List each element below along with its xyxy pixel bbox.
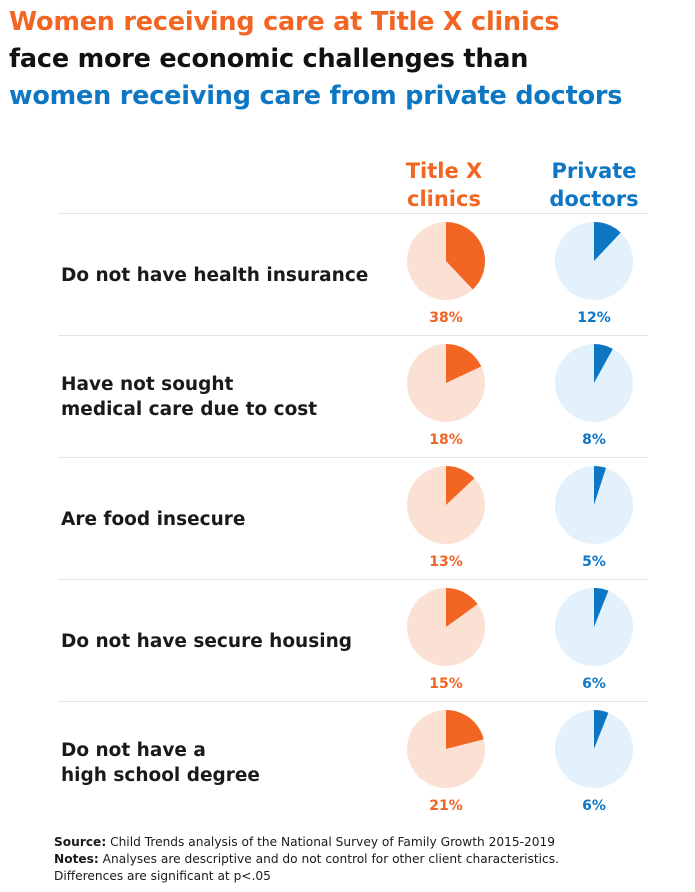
private-doctors-percent-label: 5% xyxy=(582,554,606,570)
private-doctors-pie xyxy=(555,588,633,666)
column-header-title-x: Title X clinics xyxy=(405,159,483,211)
title-x-pie-slice xyxy=(446,222,486,290)
title-x-percent-label: 13% xyxy=(429,554,463,570)
title-x-pie-container xyxy=(406,709,486,789)
notes-line-2: Differences are significant at p<.05 xyxy=(54,869,271,883)
source-note: Source: Child Trends analysis of the Nat… xyxy=(54,834,684,851)
private-doctors-pie xyxy=(555,222,633,300)
row-label: Do not have a high school degree xyxy=(61,740,260,786)
chart-row: Do not have health insurance 38% 12% xyxy=(58,213,648,336)
title-x-pie xyxy=(407,466,485,544)
footer: Source: Child Trends analysis of the Nat… xyxy=(54,834,684,885)
chart-row: Do not have secure housing 15% 6% xyxy=(58,579,648,702)
private-doctors-pie xyxy=(555,710,633,788)
row-label: Do not have secure housing xyxy=(61,630,352,652)
chart-row: Do not have a high school degree 21% 6% xyxy=(58,701,648,824)
private-doctors-pie-container xyxy=(554,343,634,423)
title-x-pie-container xyxy=(406,587,486,667)
private-doctors-pie-slice xyxy=(594,222,621,261)
title-x-percent-label: 38% xyxy=(429,310,463,326)
column-header-private-doctors: Private doctors xyxy=(549,159,639,211)
private-doctors-pie-container xyxy=(554,709,634,789)
private-doctors-pie-container xyxy=(554,465,634,545)
title-line-1: Women receiving care at Title X clinics xyxy=(9,7,560,37)
title-x-pie-container xyxy=(406,343,486,423)
title-x-percent-label: 18% xyxy=(429,432,463,448)
chart-row: Are food insecure 13% 5% xyxy=(58,457,648,580)
title-x-pie-container xyxy=(406,465,486,545)
notes-label: Notes: xyxy=(54,852,99,866)
private-doctors-pie-slice xyxy=(594,344,613,383)
title-line-3: women receiving care from private doctor… xyxy=(9,81,623,111)
private-doctors-percent-label: 8% xyxy=(582,432,606,448)
notes-text: Analyses are descriptive and do not cont… xyxy=(98,852,559,866)
private-doctors-pie-slice xyxy=(594,710,609,749)
chart-title: Women receiving care at Title X clinics … xyxy=(9,4,622,115)
title-x-pie-slice xyxy=(446,466,475,505)
title-x-pie xyxy=(407,588,485,666)
chart-row: Have not sought medical care due to cost… xyxy=(58,335,648,458)
private-doctors-pie-slice xyxy=(594,588,609,627)
title-x-percent-label: 15% xyxy=(429,676,463,692)
title-line-2: face more economic challenges than xyxy=(9,44,529,74)
private-doctors-percent-label: 12% xyxy=(577,310,611,326)
private-doctors-pie-container xyxy=(554,587,634,667)
private-doctors-percent-label: 6% xyxy=(582,676,606,692)
title-x-pie-slice xyxy=(446,710,484,749)
private-doctors-pie-container xyxy=(554,221,634,301)
title-x-pie xyxy=(407,710,485,788)
source-label: Source: xyxy=(54,835,107,849)
title-x-pie xyxy=(407,222,486,300)
title-x-pie-slice xyxy=(446,344,482,383)
title-x-percent-label: 21% xyxy=(429,798,463,814)
row-label: Have not sought medical care due to cost xyxy=(61,374,318,420)
private-doctors-pie xyxy=(555,466,633,544)
source-text: Child Trends analysis of the National Su… xyxy=(106,835,556,849)
row-label: Do not have health insurance xyxy=(61,264,369,286)
private-doctors-pie-slice xyxy=(594,466,607,505)
notes: Notes: Analyses are descriptive and do n… xyxy=(54,851,684,868)
title-x-pie-slice xyxy=(446,588,478,627)
title-x-pie xyxy=(407,344,485,422)
title-x-pie-container xyxy=(406,221,486,301)
private-doctors-percent-label: 6% xyxy=(582,798,606,814)
row-label: Are food insecure xyxy=(61,508,246,530)
private-doctors-pie xyxy=(555,344,633,422)
